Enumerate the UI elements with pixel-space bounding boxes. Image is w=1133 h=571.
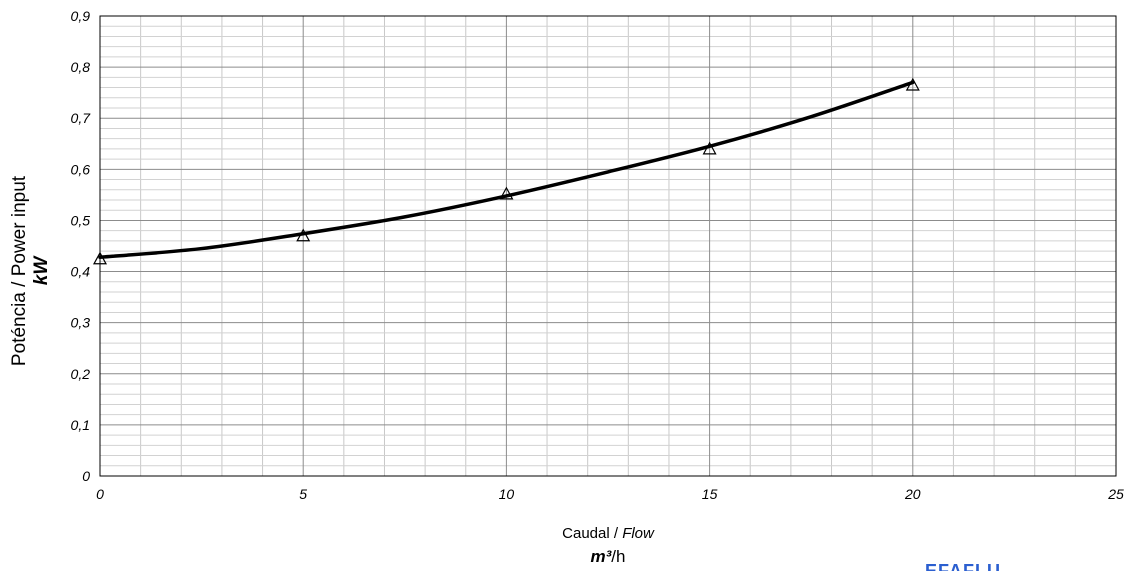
x-tick-label: 10 (499, 486, 515, 502)
plot-area-border (99, 15, 1117, 477)
data-point-triangle (499, 186, 514, 200)
major-gridlines (100, 16, 1116, 476)
y-tick-label: 0,2 (71, 366, 91, 382)
x-tick-label: 0 (96, 486, 104, 502)
x-tick-label: 25 (1107, 486, 1124, 502)
fit-curve-line (98, 80, 915, 259)
y-tick-label: 0,6 (71, 161, 91, 177)
y-tick-label: 0,1 (71, 417, 90, 433)
x-axis-unit-per-hour: /h (611, 547, 625, 566)
y-tick-labels: 0 0,1 0,2 0,3 0,4 0,5 0,6 0,7 0,8 0,9 (71, 8, 92, 484)
x-axis-unit-m3: m³ (591, 547, 613, 566)
x-axis-title-main: Caudal / (562, 525, 622, 542)
x-tick-label: 15 (702, 486, 718, 502)
x-tick-label: 20 (904, 486, 921, 502)
series-layer (92, 77, 920, 265)
data-point-triangle (702, 141, 717, 155)
x-axis-unit: m³/h (591, 547, 626, 566)
brand-logo: EFAFLU (925, 561, 1001, 571)
x-tick-label: 5 (299, 486, 307, 502)
y-tick-label: 0,8 (71, 59, 91, 75)
y-tick-label: 0 (82, 468, 90, 484)
minor-gridlines (100, 16, 1116, 476)
data-point-triangle (296, 228, 311, 242)
y-tick-label: 0,5 (71, 212, 91, 228)
y-axis-title: Poténcia / Power input (9, 175, 30, 366)
data-point-triangle (905, 77, 920, 91)
y-tick-label: 0,9 (71, 8, 91, 24)
y-tick-label: 0,7 (71, 110, 92, 126)
y-axis-unit: kW (31, 255, 52, 286)
y-tick-label: 0,4 (71, 264, 91, 280)
x-axis-title: Caudal / Flow (562, 525, 655, 542)
x-axis-title-italic: Flow (622, 525, 655, 542)
data-point-triangle (92, 251, 108, 265)
y-tick-label: 0,3 (71, 315, 91, 331)
x-tick-labels: 0 5 10 15 20 25 (96, 486, 1124, 502)
